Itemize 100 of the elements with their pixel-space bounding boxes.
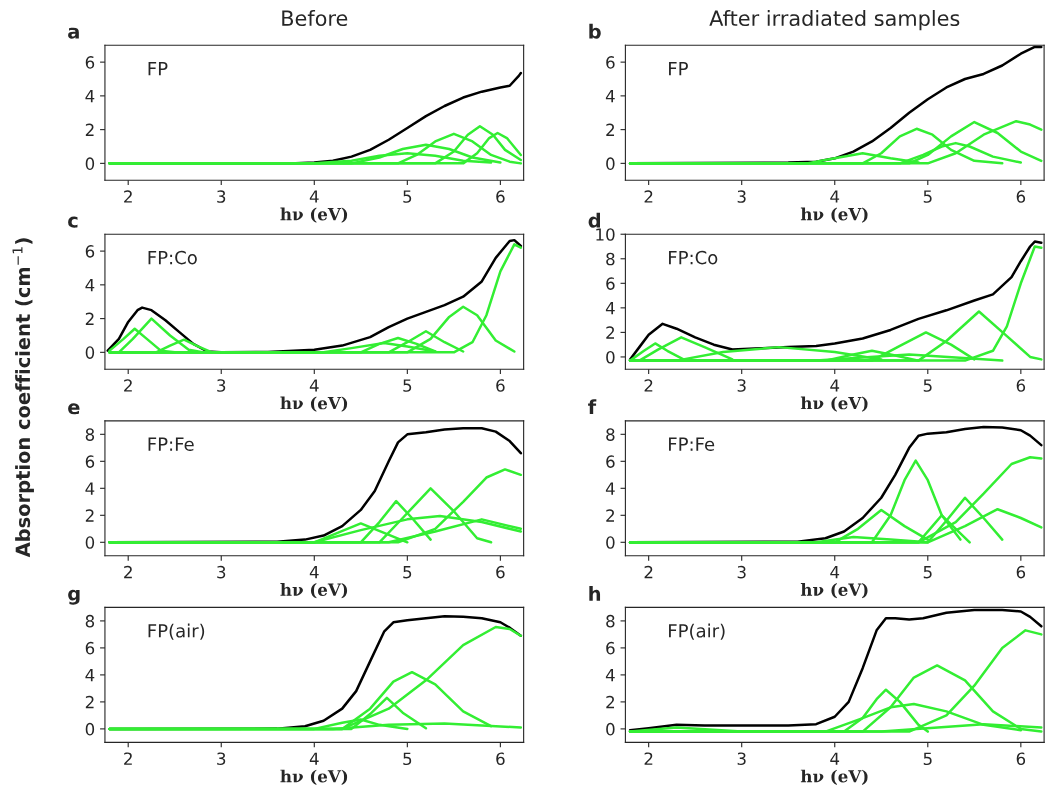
y-tick-label: 6 xyxy=(85,56,95,69)
y-tick-label: 0 xyxy=(85,722,95,736)
x-tick-label: 5 xyxy=(403,752,412,766)
y-tick-label: 4 xyxy=(85,279,95,292)
x-tick-label: 4 xyxy=(309,566,319,579)
y-tick-label: 6 xyxy=(606,56,615,69)
y-tick-label: 4 xyxy=(605,90,615,103)
x-tick-label: 6 xyxy=(496,752,505,766)
y-tick-label: 6 xyxy=(85,641,95,655)
x-tick-label: 3 xyxy=(737,752,746,766)
y-tick-label: 10 xyxy=(596,228,615,241)
y-tick-label: 0 xyxy=(606,722,615,736)
chart-title: Before xyxy=(282,9,348,27)
x-axis-title: hν (eV) xyxy=(800,207,868,223)
y-tick-label: 0 xyxy=(606,157,615,170)
annotation: FP xyxy=(669,62,688,76)
text: d xyxy=(588,212,600,228)
x-tick-label: 2 xyxy=(124,190,132,203)
x-tick-label: 2 xyxy=(124,752,132,765)
x-tick-label: 4 xyxy=(830,190,840,203)
x-axis-title: hν (eV) xyxy=(800,583,868,599)
x-axis-title: hν (eV) xyxy=(800,396,868,412)
y-tick-label: 8 xyxy=(606,428,615,441)
text: h xyxy=(589,585,601,601)
annotation: FP(air) xyxy=(148,623,205,640)
y-tick-label: 4 xyxy=(85,482,95,495)
text: g xyxy=(68,589,80,605)
x-tick-label: 5 xyxy=(403,379,412,392)
x-axis-title: hν (eV) xyxy=(800,769,868,785)
x-tick-label: 2 xyxy=(644,752,653,765)
y-tick-label: 8 xyxy=(606,614,615,628)
y-tick-label: 0 xyxy=(85,536,95,549)
y-tick-label: 0 xyxy=(606,350,615,364)
x-tick-label: 4 xyxy=(830,752,840,765)
annotation: FP(air) xyxy=(669,623,725,640)
x-tick-label: 4 xyxy=(830,566,840,579)
text: a xyxy=(68,27,79,39)
y-tick-label: 2 xyxy=(606,695,615,709)
x-tick-label: 5 xyxy=(923,752,932,766)
x-tick-label: 6 xyxy=(1016,190,1026,203)
y-tick-label: 4 xyxy=(85,90,95,103)
y-axis-title: Absorption coefficient (cm$^{−1}$) xyxy=(12,238,34,558)
y-tick-label: 4 xyxy=(605,669,615,682)
y-tick-label: 2 xyxy=(85,509,94,522)
x-axis-title: hν (eV) xyxy=(280,769,348,785)
x-tick-label: 4 xyxy=(309,752,319,765)
y-tick-label: 2 xyxy=(606,326,615,339)
x-axis-title: hν (eV) xyxy=(280,583,348,599)
x-tick-label: 3 xyxy=(737,565,746,579)
text: c xyxy=(68,216,78,228)
annotation: FP xyxy=(148,62,168,76)
x-axis-title: hν (eV) xyxy=(280,396,348,412)
annotation: FP:Fe xyxy=(669,437,715,451)
x-tick-label: 6 xyxy=(496,565,505,579)
x-tick-label: 6 xyxy=(1016,752,1026,766)
y-tick-label: 8 xyxy=(85,428,95,441)
x-tick-label: 3 xyxy=(217,190,226,203)
y-tick-label: 6 xyxy=(85,455,95,468)
annotation: FP:Co xyxy=(669,250,718,265)
y-tick-label: 6 xyxy=(606,277,615,290)
x-tick-label: 4 xyxy=(309,190,319,203)
y-tick-label: 6 xyxy=(85,245,95,258)
x-tick-label: 6 xyxy=(1016,379,1026,392)
y-tick-label: 6 xyxy=(606,455,615,468)
x-tick-label: 5 xyxy=(923,190,932,203)
x-tick-label: 3 xyxy=(217,565,226,579)
x-tick-label: 5 xyxy=(923,379,932,392)
x-tick-label: 2 xyxy=(644,565,653,579)
x-tick-label: 3 xyxy=(217,752,226,766)
x-tick-label: 5 xyxy=(403,190,412,203)
x-tick-label: 4 xyxy=(830,379,840,392)
x-tick-label: 5 xyxy=(923,566,932,579)
y-tick-label: 8 xyxy=(85,614,95,628)
y-tick-label: 0 xyxy=(606,536,615,549)
y-tick-label: 2 xyxy=(85,312,94,325)
x-tick-label: 2 xyxy=(644,379,653,392)
y-tick-label: 2 xyxy=(85,695,94,709)
y-tick-label: 2 xyxy=(606,509,615,522)
x-tick-label: 2 xyxy=(124,379,132,392)
annotation: FP:Fe xyxy=(148,437,194,451)
text: f xyxy=(588,399,597,415)
x-axis-title: hν (eV) xyxy=(280,207,348,223)
x-tick-label: 4 xyxy=(309,379,319,392)
x-tick-label: 6 xyxy=(496,379,505,392)
annotation: FP:Co xyxy=(148,250,197,265)
y-tick-label: 2 xyxy=(85,123,94,136)
chart-title: After irradiated samples xyxy=(709,9,960,31)
y-tick-label: 6 xyxy=(606,641,615,655)
x-tick-label: 6 xyxy=(1016,565,1026,579)
text: e xyxy=(68,403,80,415)
text: b xyxy=(589,23,601,39)
y-tick-label: 8 xyxy=(606,252,615,266)
y-tick-label: 4 xyxy=(85,669,95,682)
x-tick-label: 3 xyxy=(217,379,226,392)
x-tick-label: 2 xyxy=(644,190,653,203)
x-tick-label: 5 xyxy=(403,566,412,579)
x-tick-label: 3 xyxy=(737,190,746,203)
y-tick-label: 0 xyxy=(85,346,95,359)
y-tick-label: 4 xyxy=(605,482,615,495)
y-tick-label: 2 xyxy=(606,123,615,136)
